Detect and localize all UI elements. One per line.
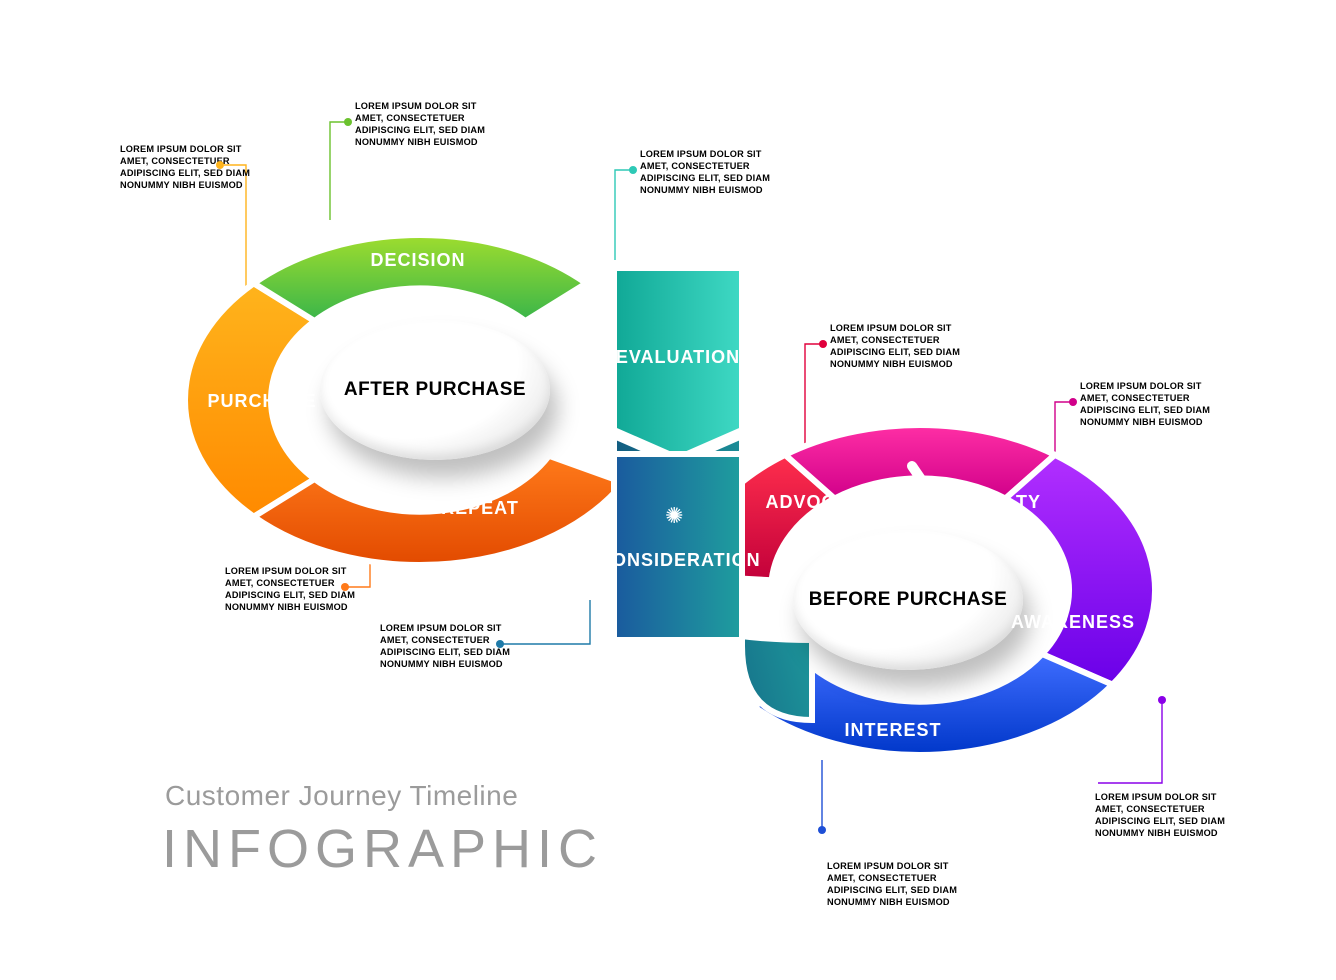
callout-dot-repeat [341,583,349,591]
hub-after-purchase: AFTER PURCHASE [320,320,550,460]
hub-after-purchase-label: AFTER PURCHASE [344,379,526,401]
callout-dot-advocacy [819,340,827,348]
hub-before-purchase: BEFORE PURCHASE [793,530,1023,670]
callout-interest: LOREM IPSUM DOLOR SIT AMET, CONSECTETUER… [827,860,967,909]
callout-advocacy: LOREM IPSUM DOLOR SIT AMET, CONSECTETUER… [830,322,970,371]
callout-dot-awareness [1158,696,1166,704]
callout-evaluation: LOREM IPSUM DOLOR SIT AMET, CONSECTETUER… [640,148,780,197]
callout-dot-purchase [216,161,224,169]
callout-awareness: LOREM IPSUM DOLOR SIT AMET, CONSECTETUER… [1095,791,1235,840]
callout-purchase: LOREM IPSUM DOLOR SIT AMET, CONSECTETUER… [120,143,260,192]
subtitle: Customer Journey Timeline [165,780,518,812]
callout-dot-consideration [496,640,504,648]
callout-loyalty: LOREM IPSUM DOLOR SIT AMET, CONSECTETUER… [1080,380,1220,429]
callout-decision: LOREM IPSUM DOLOR SIT AMET, CONSECTETUER… [355,100,495,149]
callout-dot-interest [818,826,826,834]
callout-dot-decision [344,118,352,126]
lightbulb-icon: ✺ [665,503,683,529]
callout-dot-evaluation [629,166,637,174]
callout-dot-loyalty [1069,398,1077,406]
infographic-stage: AFTER PURCHASE BEFORE PURCHASE PURCHASED… [0,0,1336,980]
hub-before-purchase-label: BEFORE PURCHASE [809,589,1008,611]
title: INFOGRAPHIC [162,818,603,880]
